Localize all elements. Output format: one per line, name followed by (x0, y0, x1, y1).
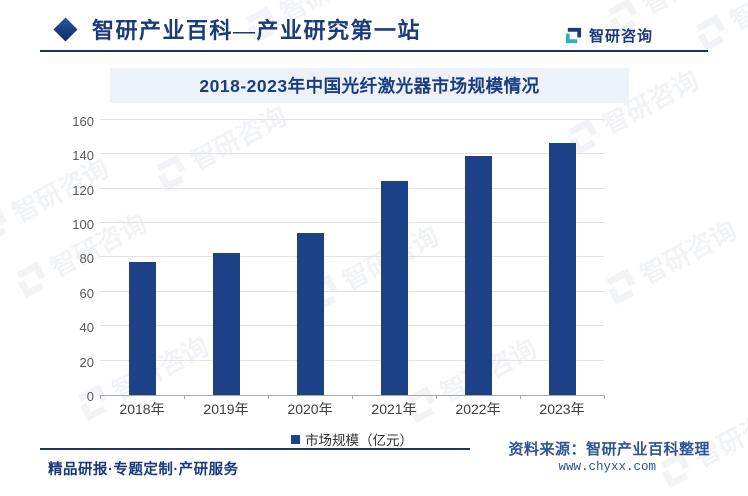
gridline (100, 153, 604, 155)
bar-2018年 (128, 262, 156, 395)
watermark-mark: 智研咨询 (598, 210, 743, 310)
chart-title-banner: 2018-2023年中国光纤激光器市场规模情况 (110, 68, 629, 103)
x-tick-mark (604, 395, 605, 399)
y-tick-label: 100 (72, 217, 94, 232)
gridline (100, 290, 604, 292)
chart-title: 2018-2023年中国光纤激光器市场规模情况 (199, 76, 540, 96)
x-axis-labels: 2018年 2019年 2020年 2021年 2022年 2023年 (100, 399, 604, 419)
x-tick-label: 2022年 (455, 401, 501, 417)
y-axis-labels: 0 20 40 60 80 100 120 140 160 (56, 110, 94, 404)
watermark-text: 智研咨询 (635, 214, 742, 291)
brand-logo: 智研咨询 (564, 25, 653, 46)
x-tick-label: 2021年 (371, 401, 417, 417)
header-divider (40, 50, 708, 52)
legend-label: 市场规模（亿元） (305, 433, 413, 448)
gridline (100, 359, 604, 361)
watermark-logo-icon (606, 267, 636, 305)
bar-2021年 (380, 180, 408, 395)
x-tick-mark (268, 395, 269, 399)
x-tick-label: 2019年 (203, 401, 249, 417)
chart-legend: 市场规模（亿元） (100, 429, 604, 449)
x-tick-mark (352, 395, 353, 399)
watermark-logo-icon (16, 260, 46, 298)
y-tick-label: 160 (72, 113, 94, 129)
bar-2022年 (464, 155, 492, 395)
x-tick-label: 2018年 (119, 401, 165, 417)
diamond-icon (53, 17, 78, 42)
watermark-logo-icon (696, 13, 726, 51)
gridline (100, 187, 604, 189)
y-tick-label: 20 (79, 354, 94, 370)
bar-2023年 (548, 143, 576, 395)
brand-name: 智研咨询 (589, 28, 654, 45)
gridline (100, 325, 604, 327)
gridline (100, 256, 604, 258)
bar-2020年 (296, 232, 324, 395)
page-title: 智研产业百科—产业研究第一站 (92, 18, 422, 43)
bar-2019年 (212, 253, 240, 395)
y-tick-label: 60 (79, 285, 94, 301)
source-attribution: 资料来源：智研产业百科整理 (508, 441, 710, 458)
x-tick-mark (520, 395, 521, 399)
x-tick-mark (436, 395, 437, 399)
y-tick-label: 0 (86, 389, 94, 404)
x-tick-label: 2023年 (539, 401, 585, 417)
y-tick-label: 140 (72, 148, 94, 164)
footer-services: 精品研报·专题定制·产研服务 (48, 462, 239, 478)
y-tick-label: 40 (79, 320, 94, 336)
zhiyan-logo-icon (565, 27, 582, 44)
footer-divider (40, 448, 470, 450)
x-tick-mark (184, 395, 185, 399)
plot-area (100, 110, 605, 399)
website-url: www.chyxx.com (558, 460, 656, 474)
watermark-logo-icon (0, 205, 8, 243)
x-tick-mark (100, 395, 101, 399)
x-tick-label: 2020年 (287, 401, 333, 417)
y-tick-label: 120 (72, 182, 94, 198)
watermark-text: 智研咨询 (723, 0, 748, 38)
watermark-text: 智研咨询 (635, 0, 744, 22)
watermark-mark: 智研咨询 (688, 0, 748, 57)
watermark-text: 智研咨询 (689, 397, 748, 474)
legend-swatch (291, 434, 300, 444)
gridline (100, 222, 604, 223)
gridline (100, 118, 604, 120)
y-tick-label: 80 (79, 251, 94, 267)
